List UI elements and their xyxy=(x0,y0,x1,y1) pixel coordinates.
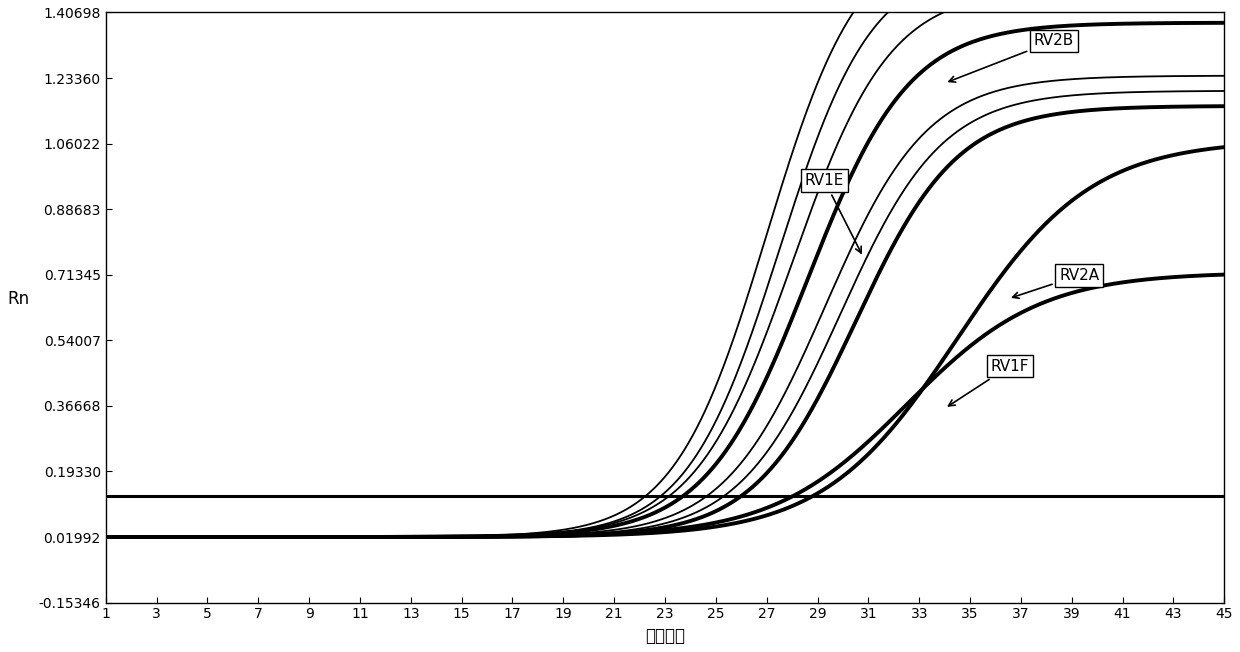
Text: RV1F: RV1F xyxy=(949,359,1029,406)
Text: RV1E: RV1E xyxy=(805,173,862,253)
Text: RV2A: RV2A xyxy=(1013,268,1099,298)
X-axis label: 循环个数: 循环个数 xyxy=(645,627,684,645)
Y-axis label: Rn: Rn xyxy=(7,289,29,308)
Text: RV2B: RV2B xyxy=(949,33,1074,82)
